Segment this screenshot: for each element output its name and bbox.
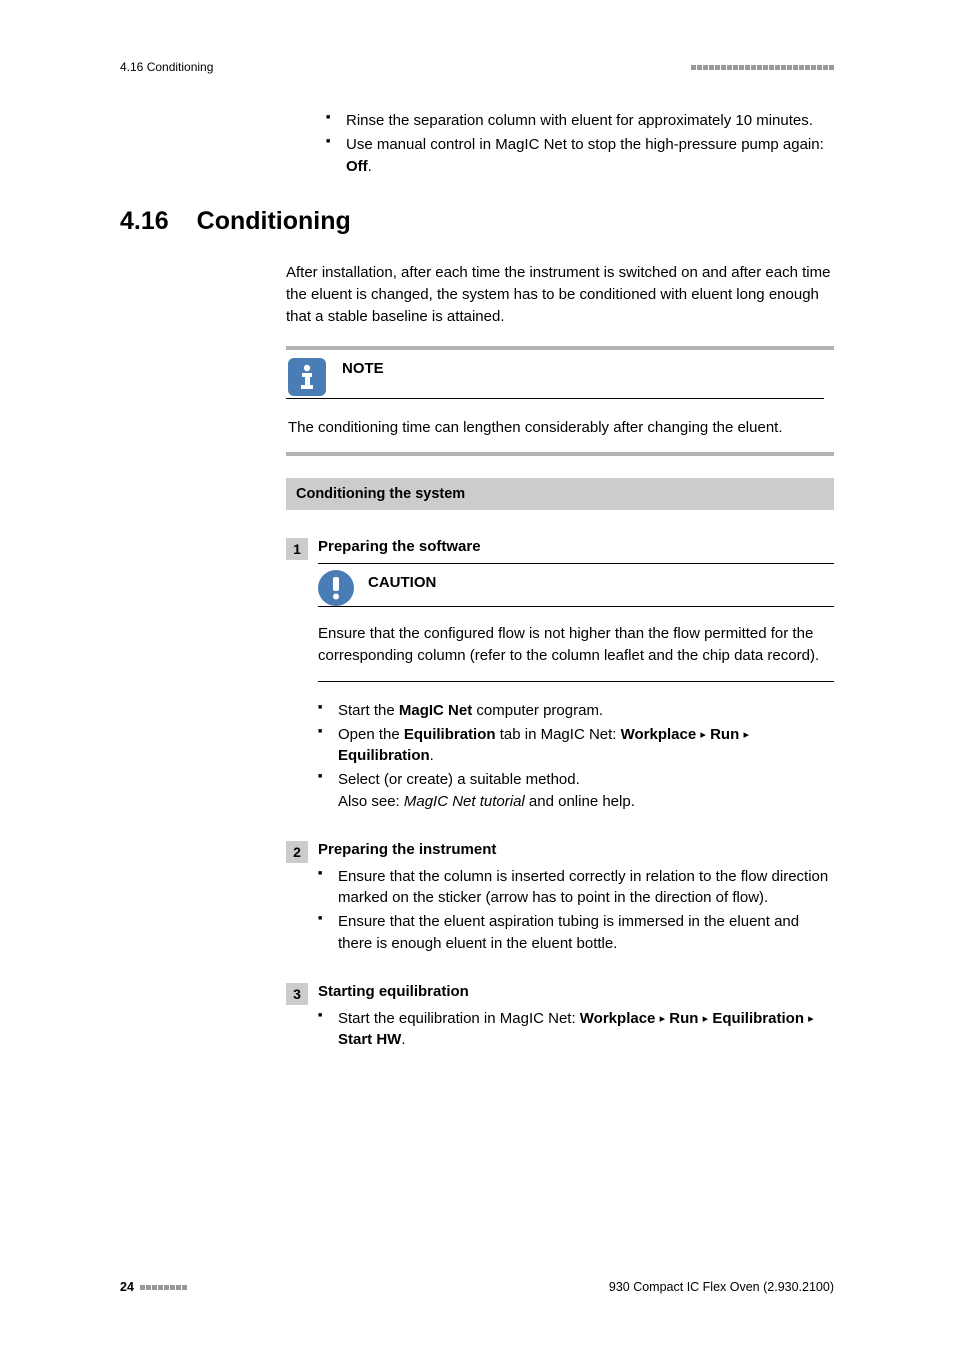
info-icon (288, 358, 326, 396)
step-number: 2 (286, 841, 308, 863)
list-item: Ensure that the column is inserted corre… (318, 866, 834, 910)
caution-block: CAUTION Ensure that the configured flow … (318, 563, 834, 682)
list-item: Select (or create) a suitable method.Als… (318, 769, 834, 813)
step-bullets: Ensure that the column is inserted corre… (318, 866, 834, 955)
caution-body: Ensure that the configured flow is not h… (318, 623, 834, 667)
note-body: The conditioning time can lengthen consi… (286, 417, 834, 439)
list-item: Use manual control in MagIC Net to stop … (326, 134, 834, 178)
page-number: 24 (120, 1280, 134, 1294)
list-item: Start the MagIC Net computer program. (318, 700, 834, 722)
step-bullets: Start the equilibration in MagIC Net: Wo… (318, 1008, 834, 1052)
header-section-ref: 4.16 Conditioning (120, 60, 213, 74)
header-decoration (691, 65, 834, 70)
note-label: NOTE (342, 358, 384, 377)
step-number: 3 (286, 983, 308, 1005)
footer-doc-title: 930 Compact IC Flex Oven (2.930.2100) (609, 1280, 834, 1294)
list-item: Start the equilibration in MagIC Net: Wo… (318, 1008, 834, 1052)
procedure-title: Conditioning the system (286, 478, 834, 510)
step-title: Starting equilibration (318, 983, 834, 1000)
section-heading: 4.16 Conditioning (120, 207, 834, 236)
step-number: 1 (286, 538, 308, 560)
step-2: 2 Preparing the instrument Ensure that t… (286, 841, 834, 957)
step-3: 3 Starting equilibration Start the equil… (286, 983, 834, 1054)
section-number: 4.16 (120, 207, 169, 236)
note-block: NOTE The conditioning time can lengthen … (286, 346, 834, 457)
footer-decoration (140, 1285, 187, 1290)
page-header: 4.16 Conditioning (120, 60, 834, 74)
step-title: Preparing the software (318, 538, 834, 555)
list-item: Open the Equilibration tab in MagIC Net:… (318, 724, 834, 768)
list-item: Ensure that the eluent aspiration tubing… (318, 911, 834, 955)
caution-label: CAUTION (368, 570, 436, 591)
list-item: Rinse the separation column with eluent … (326, 110, 834, 132)
step-bullets: Start the MagIC Net computer program. Op… (318, 700, 834, 813)
step-title: Preparing the instrument (318, 841, 834, 858)
carryover-bullet-list: Rinse the separation column with eluent … (326, 110, 834, 177)
caution-icon (318, 570, 354, 606)
page-footer: 24 930 Compact IC Flex Oven (2.930.2100) (120, 1280, 834, 1294)
section-title: Conditioning (197, 207, 351, 236)
step-1: 1 Preparing the software CAUTION Ensure … (286, 538, 834, 814)
section-intro: After installation, after each time the … (286, 262, 834, 327)
